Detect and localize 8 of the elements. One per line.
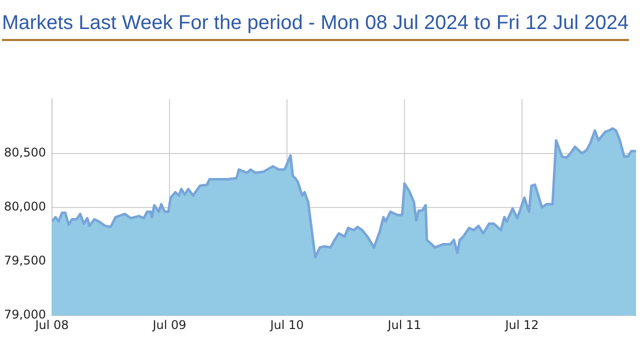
y-tick-label: 79,500 (4, 254, 46, 268)
x-tick-label: Jul 11 (386, 318, 422, 332)
chart-title: Markets Last Week For the period - Mon 08 Jul 2024 to Fri 12 Jul 2024 (2, 12, 629, 41)
y-tick-label: 80,000 (4, 200, 46, 214)
x-tick-label: Jul 12 (504, 318, 539, 332)
x-tick-label: Jul 10 (269, 318, 304, 332)
x-tick-label: Jul 09 (152, 318, 186, 332)
y-tick-label: 80,500 (4, 145, 46, 160)
